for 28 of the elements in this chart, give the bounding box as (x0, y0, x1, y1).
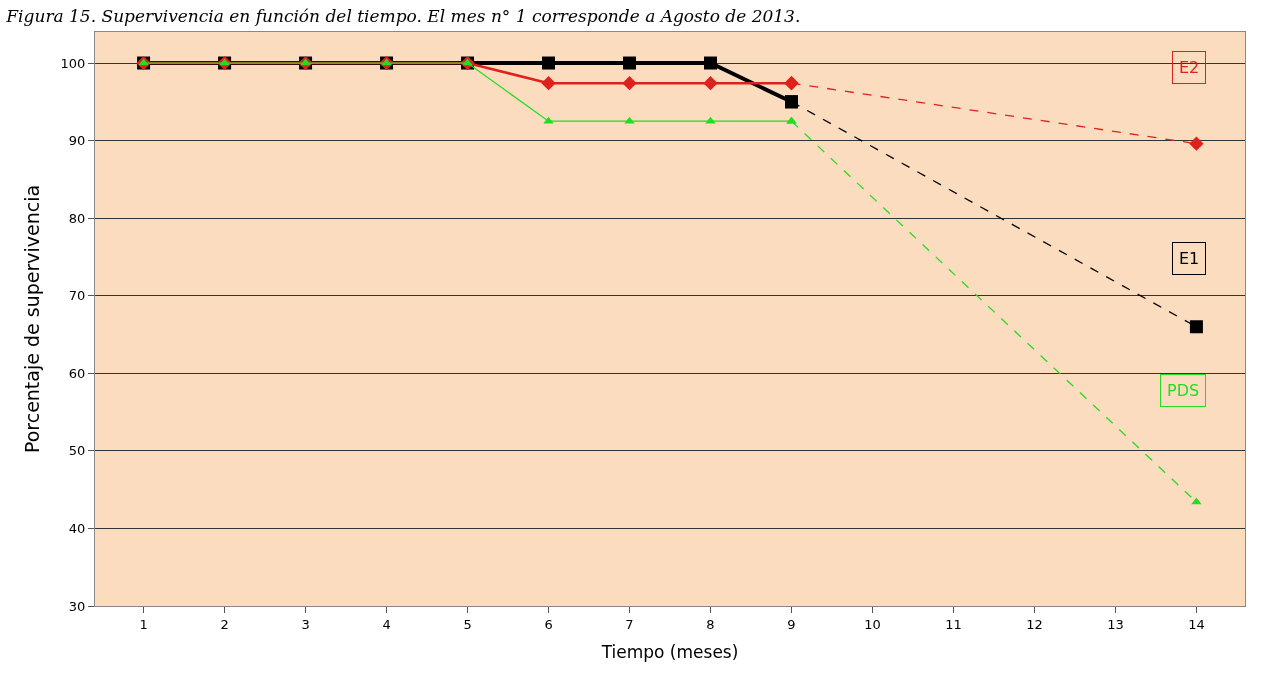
x-tick-label: 8 (706, 616, 715, 632)
x-tick-label: 13 (1107, 616, 1124, 632)
x-tick-label: 7 (625, 616, 634, 632)
x-tick-label: 14 (1188, 616, 1205, 632)
x-tick-label: 4 (382, 616, 391, 632)
x-tick-label: 2 (220, 616, 229, 632)
y-tick-label: 70 (68, 288, 86, 304)
y-tick-label: 60 (68, 365, 86, 381)
x-tick-label: 11 (945, 616, 962, 632)
chart-title: Figura 15. Supervivencia en función del tiempo. El mes n° 1 corresponde a Agosto de 2013. (5, 6, 801, 27)
x-tick-label: 10 (864, 616, 881, 632)
y-tick-label: 80 (68, 210, 86, 226)
y-axis-title: Porcentaje de supervivencia (21, 184, 44, 454)
x-tick-label: 12 (1026, 616, 1043, 632)
x-tick-label: 6 (544, 616, 553, 632)
x-axis-title: Tiempo (meses) (600, 642, 739, 662)
y-tick-label: 30 (68, 598, 86, 614)
text: PDS (1167, 381, 1200, 400)
y-tick-label: 90 (68, 133, 86, 149)
x-tick-label: 3 (301, 616, 310, 632)
x-tick-label: 5 (463, 616, 472, 632)
x-tick-label: 1 (139, 616, 148, 632)
y-tick-label: 100 (60, 55, 86, 71)
text: E2 (1179, 58, 1200, 77)
x-tick-label: 9 (787, 616, 796, 632)
text: E1 (1179, 249, 1200, 268)
y-tick-label: 50 (68, 443, 86, 459)
y-tick-label: 40 (68, 520, 86, 536)
